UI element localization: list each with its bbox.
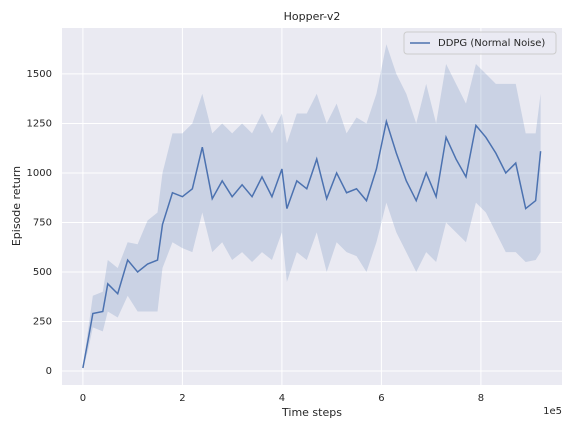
y-tick-label: 1500 <box>27 69 52 80</box>
y-tick-label: 1250 <box>27 118 52 129</box>
x-tick-label: 0 <box>80 393 86 404</box>
x-offset-label: 1e5 <box>543 406 562 417</box>
y-tick-label: 1000 <box>27 168 52 179</box>
x-tick-label: 6 <box>378 393 384 404</box>
legend-box <box>403 31 557 55</box>
y-tick-label: 750 <box>33 217 52 228</box>
confidence-band <box>82 44 541 369</box>
x-tick-label: 4 <box>279 393 285 404</box>
legend-label: DDPG (Normal Noise) <box>438 38 545 49</box>
y-axis-label: Episode return <box>10 166 23 246</box>
y-tick-label: 0 <box>46 366 52 377</box>
line <box>82 118 542 369</box>
y-tick-label: 250 <box>33 316 52 327</box>
plot-area <box>62 28 562 385</box>
chart-title: Hopper-v2 <box>284 10 341 23</box>
x-tick-label: 8 <box>478 393 484 404</box>
y-tick-label: 500 <box>33 267 52 278</box>
x-tick-label: 2 <box>179 393 185 404</box>
x-axis-label: Time steps <box>281 406 342 419</box>
